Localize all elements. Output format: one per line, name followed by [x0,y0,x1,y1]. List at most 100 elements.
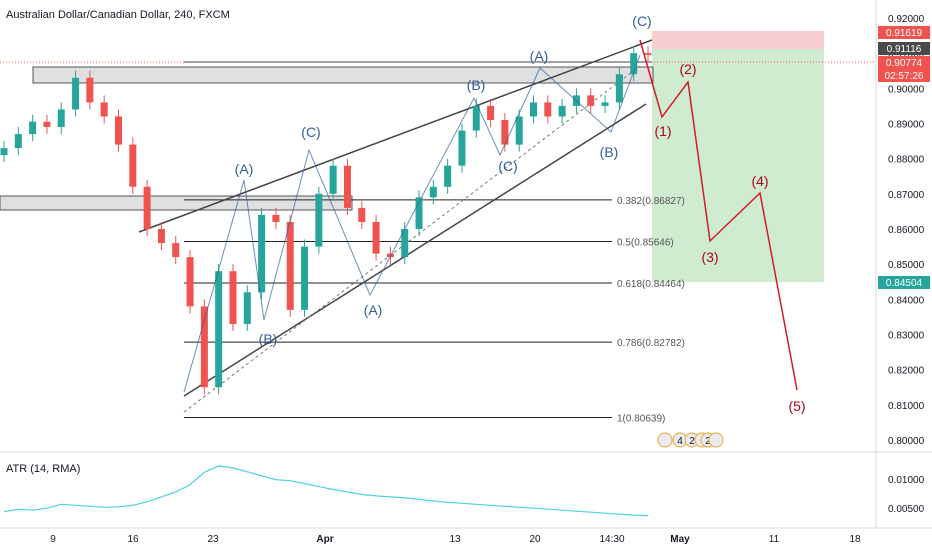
time-tick-label: 18 [849,534,861,545]
price-tick-label: 0.84000 [888,295,925,306]
candle-body [587,95,595,106]
candle-body [143,186,151,229]
candle-body [258,214,266,293]
price-tick-label: 0.80000 [888,436,925,447]
candle-body [458,130,466,166]
atr-pane[interactable] [3,465,649,517]
event-flag-icon[interactable] [708,432,724,448]
price-tick-label: 0.81000 [888,401,925,412]
resistance-box[interactable] [32,66,654,84]
chart-title: Australian Dollar/Canadian Dollar, 240, … [6,9,230,21]
wave-label-c3: (C) [632,13,651,29]
candle-body [186,257,194,307]
price-tick-label: 0.86000 [888,225,925,236]
candle-body [315,193,323,247]
price-tick-label: 0.82000 [888,366,925,377]
candle-body [343,165,351,208]
candle-body [157,229,165,244]
candles [0,46,652,395]
time-axis[interactable]: 9 16 23 Apr 13 20 14:30 May 11 18 [50,534,861,545]
fib-level-label: 0.786(0.82782) [617,338,685,349]
candle-body [0,148,8,156]
candle-body [487,105,495,120]
wave-label-c2: (C) [498,158,517,174]
channel-lower-line[interactable] [183,103,647,397]
candle-body [72,77,80,110]
time-tick-label: 23 [207,534,219,545]
candle-body [329,165,337,194]
wave-label-a2: (A) [364,302,383,318]
last-price-label: 0.90774 [886,58,923,69]
time-tick-label: 14:30 [599,534,624,545]
candle-body [415,197,423,229]
last-price-tag [878,56,930,82]
atr-indicator-title: ATR (14, RMA) [6,463,81,475]
corrective-wave-path[interactable] [183,54,641,393]
projected-impulse-path[interactable] [639,39,798,391]
price-tick-label: 0.85000 [888,260,925,271]
price-tick-label: 0.88000 [888,155,925,166]
target-price-tag [878,276,930,289]
candle-body [272,214,280,222]
candle-body [229,271,237,324]
candle-body [558,105,566,117]
wave-label-a3: (A) [530,48,549,64]
time-tick-label: 11 [769,534,780,545]
fib-level-label: 0.5(0.85646) [617,237,674,248]
candle-body [644,53,652,55]
wave-label-5: (5) [788,398,805,414]
candle-body [114,116,122,145]
wave-label-b3: (B) [600,144,619,160]
wave-label-b2: (B) [467,77,486,93]
fib-level-label: 0.382(0.86827) [617,196,685,207]
wave-label-b1: (B) [259,331,278,347]
wave-label-4: (4) [751,173,768,189]
event-count: 2 [689,436,695,447]
candle-body [544,102,552,117]
wave-label-2: (2) [679,61,696,77]
candle-body [14,134,22,149]
candle-body [57,109,65,128]
atr-tick-label: 0.00500 [888,504,925,515]
profit-target-zone[interactable] [652,49,824,282]
candle-body [444,165,452,187]
candle-body [129,144,137,187]
candle-body [401,229,409,258]
economic-events[interactable]: 4 2 2 [657,432,724,448]
candle-body [429,186,437,198]
time-tick-label: Apr [316,534,333,545]
price-tick-label: 0.89000 [888,120,925,131]
wave-label-3: (3) [701,249,718,265]
candle-body [501,119,509,145]
candle-body [515,116,523,145]
candle-body [615,74,623,103]
candle-body [601,102,609,106]
wave-label-c1: (C) [301,124,320,140]
support-box[interactable] [0,195,353,211]
fibonacci-retracement[interactable]: 0.382(0.86827) 0.5(0.85646) 0.618(0.84464)… [184,196,685,425]
target-price-label: 0.84504 [886,278,923,289]
candle-body [472,105,480,131]
price-tick-label: 0.83000 [888,331,925,342]
price-tick-label: 0.90000 [888,84,925,95]
atr-tick-label: 0.01000 [888,475,925,486]
candle-body [301,246,309,310]
time-tick-label: 9 [50,534,56,545]
event-flag-icon[interactable] [657,432,673,448]
stop-price-tag [878,26,930,39]
stop-loss-zone[interactable] [652,31,824,49]
current-price-tag [878,42,930,55]
candle-body [172,243,180,258]
candle-body [630,53,638,75]
candle-body [86,77,94,103]
time-tick-label: May [670,534,690,545]
fib-level-label: 0.618(0.84464) [617,279,685,290]
event-count: 4 [677,436,683,447]
candle-body [286,221,294,310]
channel-upper-line[interactable] [138,39,653,233]
bar-countdown: 02:57:26 [885,71,924,82]
price-tick-label: 0.87000 [888,190,925,201]
atr-line [3,465,649,517]
event-count: 2 [705,436,711,447]
